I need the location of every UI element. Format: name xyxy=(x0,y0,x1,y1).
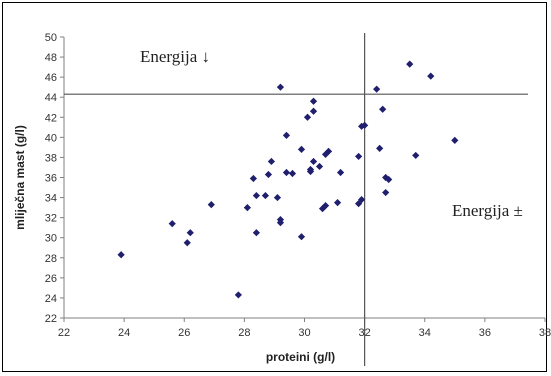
data-point xyxy=(186,229,194,237)
data-point xyxy=(358,122,366,130)
data-point xyxy=(309,107,318,115)
data-point xyxy=(183,239,191,247)
x-tick-label: 36 xyxy=(479,327,491,339)
y-tick-label: 44 xyxy=(45,92,57,104)
data-point xyxy=(303,113,312,121)
y-tick-label: 32 xyxy=(45,213,57,225)
y-tick-label: 46 xyxy=(45,72,57,84)
data-point xyxy=(315,162,324,171)
x-tick-label: 22 xyxy=(58,327,70,339)
x-tick-label: 24 xyxy=(118,327,130,339)
data-point xyxy=(264,170,273,179)
data-point xyxy=(117,251,125,259)
data-point xyxy=(309,157,318,166)
y-tick-label: 22 xyxy=(45,313,57,325)
y-tick-label: 28 xyxy=(45,253,57,265)
x-tick-label: 30 xyxy=(298,327,310,339)
reference-lines xyxy=(64,33,528,366)
y-tick-label: 26 xyxy=(45,273,57,285)
data-point xyxy=(288,169,297,178)
data-point xyxy=(373,85,381,93)
data-point xyxy=(318,205,327,213)
data-point xyxy=(297,233,306,241)
y-tick-label: 24 xyxy=(45,293,57,305)
data-point xyxy=(412,151,420,160)
y-tick-label: 40 xyxy=(45,132,57,144)
data-point xyxy=(252,229,260,237)
x-tick-label: 34 xyxy=(419,327,431,339)
data-point xyxy=(376,144,384,152)
y-tick-label: 38 xyxy=(45,152,57,164)
data-point xyxy=(267,157,276,166)
data-point xyxy=(355,152,363,161)
y-tick-label: 36 xyxy=(45,173,57,185)
data-point xyxy=(276,83,285,91)
data-point xyxy=(382,188,390,197)
data-point xyxy=(282,131,291,139)
data-point xyxy=(306,167,315,176)
data-point xyxy=(309,97,318,105)
y-tick-label: 48 xyxy=(45,52,57,64)
data-point xyxy=(261,191,270,200)
y-axis-label: mliječna mast (g/l) xyxy=(13,125,27,230)
data-point xyxy=(282,168,291,177)
data-point xyxy=(207,200,215,209)
chart-frame xyxy=(2,2,547,372)
annotation-energy-plusminus: Energija ± xyxy=(452,201,523,220)
y-tick-label: 50 xyxy=(45,32,57,44)
y-tick-label: 30 xyxy=(45,233,57,245)
axes xyxy=(60,36,546,322)
tick-labels: 22 24 26 28 30 32 34 36 38 40 42 44 46 48 50 22 24 26 28 30… xyxy=(45,32,551,339)
data-point xyxy=(249,174,257,183)
data-point xyxy=(336,168,345,177)
annotation-energy-down: Energija ↓ xyxy=(140,47,210,66)
data-point xyxy=(406,60,414,68)
x-axis-label: proteini (g/l) xyxy=(266,350,335,364)
data-point xyxy=(252,191,260,200)
data-point xyxy=(243,204,251,212)
data-point xyxy=(451,136,459,144)
data-point xyxy=(361,121,369,129)
data-point xyxy=(333,198,342,207)
y-tick-label: 42 xyxy=(45,112,57,124)
data-point xyxy=(358,195,366,204)
data-point xyxy=(234,291,242,299)
data-point xyxy=(324,147,333,156)
data-point xyxy=(273,193,282,202)
data-point xyxy=(168,220,176,228)
data-point xyxy=(321,202,330,210)
data-point xyxy=(297,145,306,153)
data-point xyxy=(379,105,387,113)
x-tick-label: 28 xyxy=(238,327,250,339)
data-point xyxy=(355,199,363,208)
data-points xyxy=(117,60,459,299)
y-tick-label: 34 xyxy=(45,193,57,205)
x-tick-label: 32 xyxy=(359,327,371,339)
x-tick-label: 38 xyxy=(539,327,551,339)
data-point xyxy=(427,72,435,80)
x-tick-label: 26 xyxy=(178,327,190,339)
data-point xyxy=(385,175,393,184)
data-point xyxy=(276,219,285,227)
